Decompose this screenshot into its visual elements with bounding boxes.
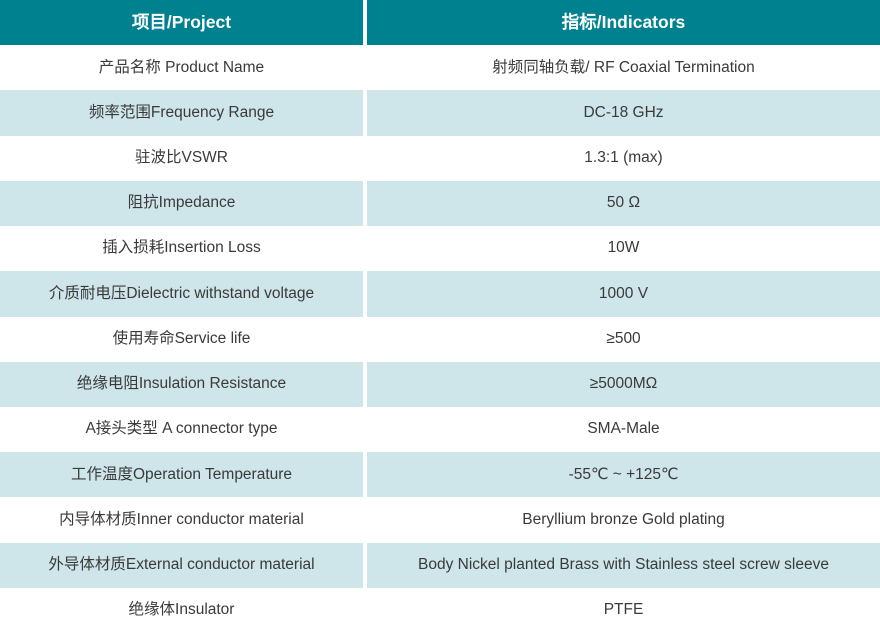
indicator-cell: 1000 V (367, 271, 880, 317)
header-cell-project: 项目/Project (0, 0, 363, 46)
project-cell: 阻抗Impedance (0, 180, 363, 227)
project-cell: 介质耐电压Dielectric withstand voltage (0, 271, 363, 317)
indicator-cell: 射频同轴负载/ RF Coaxial Termination (367, 45, 880, 91)
project-cell: 绝缘体Insulator (0, 587, 363, 633)
indicator-cell: SMA-Male (367, 406, 880, 453)
indicator-cell: DC-18 GHz (367, 90, 880, 136)
project-cell: 产品名称 Product Name (0, 45, 363, 91)
indicator-cell: Beryllium bronze Gold plating (367, 497, 880, 543)
indicator-cell: ≥500 (367, 316, 880, 362)
table-row: 绝缘体Insulator PTFE (0, 587, 880, 633)
table-row: 绝缘电阻Insulation Resistance ≥5000MΩ (0, 361, 880, 407)
table-header-row: 项目/Project 指标/Indicators (0, 0, 880, 46)
table-row: 外导体材质External conductor material Body Nic… (0, 542, 880, 588)
indicator-cell: ≥5000MΩ (367, 361, 880, 407)
table-row: 驻波比VSWR 1.3:1 (max) (0, 135, 880, 181)
project-cell: 外导体材质External conductor material (0, 542, 363, 588)
project-cell: A接头类型 A connector type (0, 406, 363, 453)
indicator-cell: 1.3:1 (max) (367, 135, 880, 181)
project-cell: 工作温度Operation Temperature (0, 452, 363, 498)
indicator-cell: Body Nickel planted Brass with Stainless… (367, 542, 880, 588)
project-cell: 内导体材质Inner conductor material (0, 497, 363, 543)
indicator-cell: 10W (367, 226, 880, 272)
table-row: 使用寿命Service life ≥500 (0, 316, 880, 362)
table-row: 阻抗Impedance 50 Ω (0, 180, 880, 227)
indicator-cell: 50 Ω (367, 180, 880, 227)
table-row: 介质耐电压Dielectric withstand voltage 1000 V (0, 271, 880, 317)
table-row: 内导体材质Inner conductor material Beryllium b… (0, 497, 880, 543)
header-cell-indicators: 指标/Indicators (367, 0, 880, 46)
project-cell: 使用寿命Service life (0, 316, 363, 362)
project-cell: 驻波比VSWR (0, 135, 363, 181)
project-cell: 绝缘电阻Insulation Resistance (0, 361, 363, 407)
table-row: 插入损耗Insertion Loss 10W (0, 226, 880, 272)
table-row: 工作温度Operation Temperature -55℃ ~ +125℃ (0, 452, 880, 498)
project-cell: 插入损耗Insertion Loss (0, 226, 363, 272)
table-row: A接头类型 A connector type SMA-Male (0, 406, 880, 453)
table-row: 频率范围Frequency Range DC-18 GHz (0, 90, 880, 136)
table-row: 产品名称 Product Name 射频同轴负载/ RF Coaxial Term… (0, 45, 880, 91)
project-cell: 频率范围Frequency Range (0, 90, 363, 136)
indicator-cell: PTFE (367, 587, 880, 633)
indicator-cell: -55℃ ~ +125℃ (367, 452, 880, 498)
